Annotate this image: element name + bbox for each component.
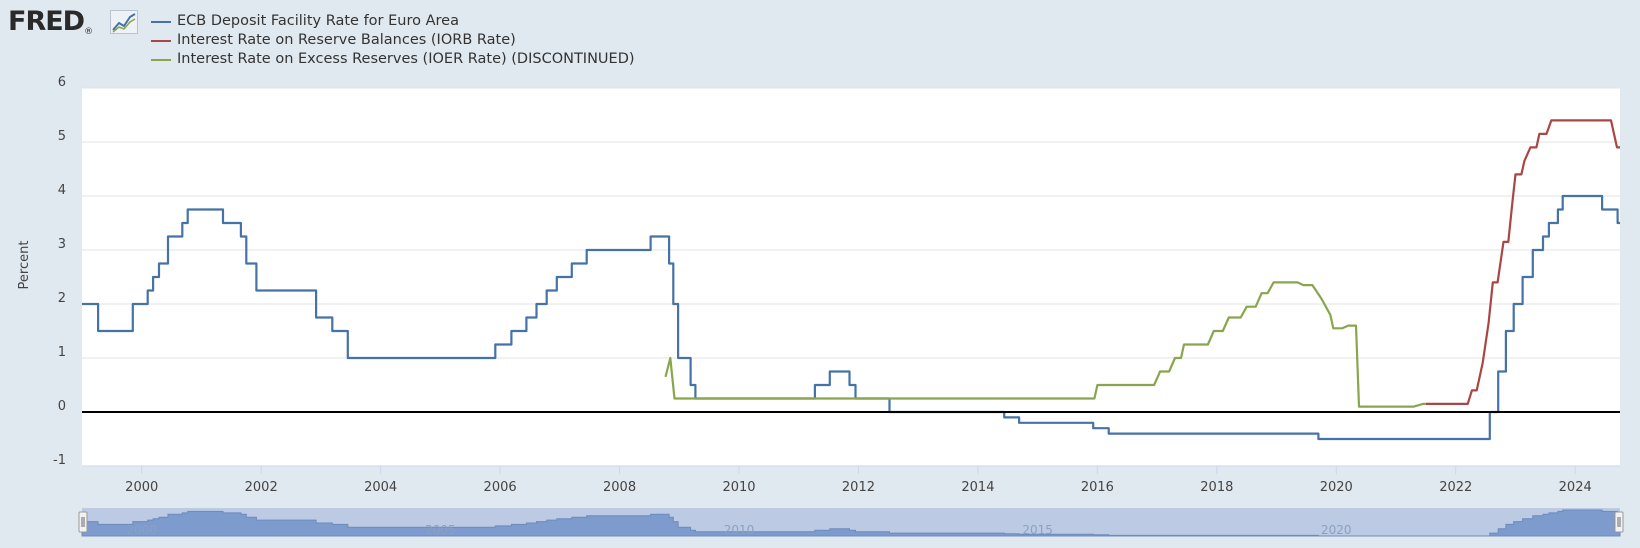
x-tick-label: 2020: [1320, 480, 1353, 495]
navigator-label: 2020: [1321, 523, 1352, 537]
x-tick-label: 2024: [1559, 480, 1592, 495]
chart-legend: ECB Deposit Facility Rate for Euro Area I…: [151, 12, 635, 69]
legend-item[interactable]: ECB Deposit Facility Rate for Euro Area: [151, 12, 635, 31]
navigator-left-handle[interactable]: [78, 511, 88, 533]
y-tick-label: 6: [58, 75, 66, 90]
x-tick-label: 2022: [1439, 480, 1472, 495]
x-tick-label: 2004: [364, 480, 397, 495]
y-tick-label: 5: [58, 129, 66, 144]
navigator-series: [81, 509, 1621, 537]
x-tick-label: 2012: [842, 480, 875, 495]
y-tick-label: -1: [53, 453, 66, 468]
x-tick-label: 2010: [722, 480, 755, 495]
header: FRED® ECB Deposit Facility Rate for Euro…: [0, 0, 1640, 75]
navigator-label: 2005: [425, 523, 456, 537]
series-layer: [82, 119, 1620, 441]
plot-area: [82, 88, 1620, 466]
legend-label: ECB Deposit Facility Rate for Euro Area: [177, 13, 459, 29]
fred-logo[interactable]: FRED®: [8, 6, 93, 37]
x-axis-ticks: 2000 2002 2004 2006 2008 2010 2012 2014 2016 2018…: [82, 465, 1620, 495]
legend-label: Interest Rate on Reserve Balances (IORB …: [177, 32, 516, 48]
series-line: [664, 281, 1426, 408]
logo-registered-mark: ®: [84, 27, 93, 37]
x-tick-label: 2016: [1081, 480, 1114, 495]
logo-text: FRED: [8, 6, 85, 37]
navigator-label: 2015: [1022, 523, 1053, 537]
x-tick-label: 2000: [125, 480, 158, 495]
legend-swatch: [151, 39, 171, 42]
navigator-label: 2000: [126, 523, 157, 537]
legend-item[interactable]: Interest Rate on Excess Reserves (IOER R…: [151, 50, 635, 69]
y-axis-title: Percent: [17, 241, 32, 290]
legend-item[interactable]: Interest Rate on Reserve Balances (IORB …: [151, 31, 635, 50]
legend-swatch: [151, 58, 171, 61]
range-navigator[interactable]: 2000 2005 2010 2015 2020: [78, 508, 1624, 537]
legend-swatch: [151, 20, 171, 23]
x-tick-label: 2002: [245, 480, 278, 495]
y-tick-label: 4: [58, 183, 66, 198]
legend-label: Interest Rate on Excess Reserves (IOER R…: [177, 51, 635, 67]
y-tick-label: 0: [58, 399, 66, 414]
line-chart-icon: [110, 10, 138, 34]
x-tick-label: 2018: [1200, 480, 1233, 495]
x-tick-label: 2006: [484, 480, 517, 495]
series-line: [1425, 119, 1620, 405]
navigator-right-handle[interactable]: [1614, 511, 1624, 533]
navigator-label: 2010: [724, 523, 755, 537]
y-tick-label: 2: [58, 291, 66, 306]
y-tick-label: 3: [58, 237, 66, 252]
y-axis-ticks: -1 0 1 2 3 4 5 6: [53, 75, 66, 468]
x-tick-label: 2008: [603, 480, 636, 495]
x-tick-label: 2014: [961, 480, 994, 495]
y-tick-label: 1: [58, 345, 66, 360]
series-line: [82, 194, 1620, 441]
